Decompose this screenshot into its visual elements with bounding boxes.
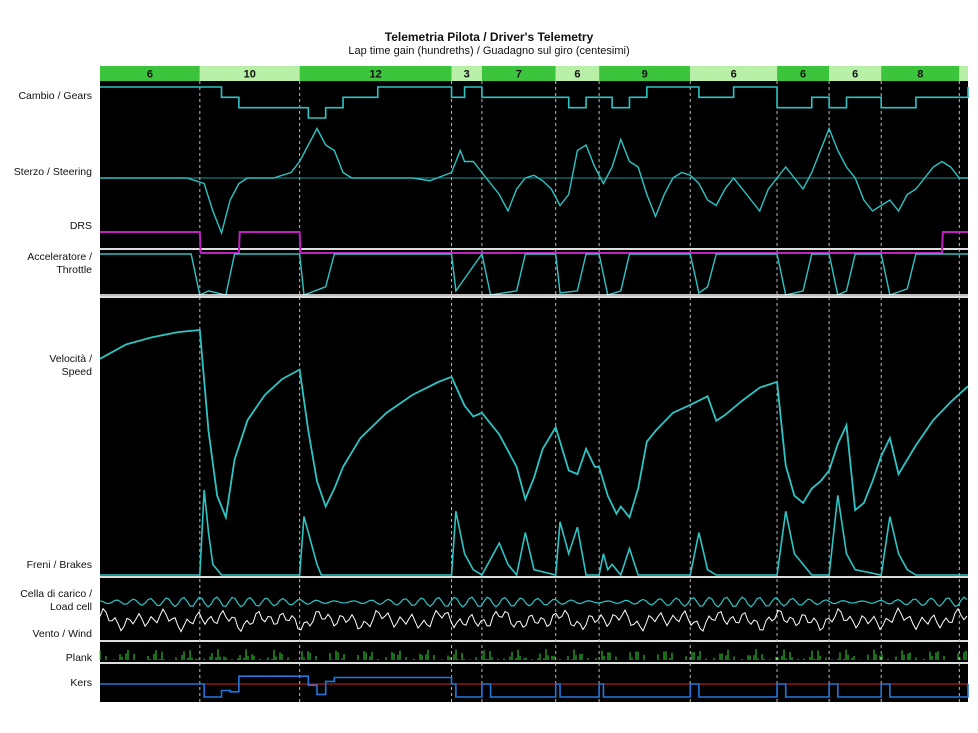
sector-label-2: 12: [369, 69, 381, 81]
sector-header-4: [481, 66, 556, 81]
sector-header-1: [199, 66, 300, 81]
sector-header-8: [777, 66, 830, 81]
sector-header-5: [555, 66, 600, 81]
plank-line: [99, 649, 967, 660]
drs-line: [100, 231, 968, 254]
sector-header-2: [299, 66, 452, 81]
label-gears: Cambio / Gears: [18, 90, 92, 102]
chart-subtitle: Lap time gain (hundreths) / Guadagno sul…: [348, 45, 630, 57]
sector-label-5: 6: [574, 69, 580, 81]
sector-label-0: 6: [147, 69, 153, 81]
loadcell-line: [99, 596, 968, 608]
label-speed: Velocità / Speed: [49, 353, 92, 378]
sector-label-6: 9: [642, 69, 648, 81]
label-kers: Kers: [70, 677, 92, 689]
wind-line: [99, 607, 968, 633]
sector-label-7: 6: [731, 69, 737, 81]
steering-line: [100, 126, 968, 236]
sector-label-8: 6: [800, 69, 806, 81]
sector-header-0: [100, 66, 200, 81]
sector-header-7: [690, 66, 778, 81]
gears-line: [100, 86, 969, 119]
throttle-line: [100, 252, 968, 297]
sector-label-3: 3: [464, 69, 470, 81]
label-brakes: Freni / Brakes: [26, 559, 92, 571]
label-plank: Plank: [65, 652, 92, 664]
speed-line: [99, 329, 969, 521]
sector-header-3: [451, 66, 482, 81]
sector-label-4: 7: [516, 69, 522, 81]
label-steering: Sterzo / Steering: [13, 166, 92, 178]
label-loadcell: Cella di carico / Load cell: [20, 588, 92, 613]
sector-header-10: [881, 66, 960, 81]
label-wind: Vento / Wind: [32, 628, 92, 640]
brakes-line: [100, 489, 968, 577]
chart-title: Telemetria Pilota / Driver's Telemetry: [384, 30, 594, 44]
label-drs: DRS: [69, 220, 92, 232]
plot-background: [100, 81, 968, 702]
label-throttle: Acceleratore / Throttle: [27, 251, 92, 276]
sector-label-10: 8: [917, 69, 923, 81]
sector-header-11: [959, 66, 968, 81]
sector-label-9: 6: [852, 69, 858, 81]
sector-header-6: [599, 66, 691, 81]
kers-line: [100, 675, 969, 698]
sector-header-9: [829, 66, 882, 81]
sector-label-1: 10: [244, 69, 256, 81]
